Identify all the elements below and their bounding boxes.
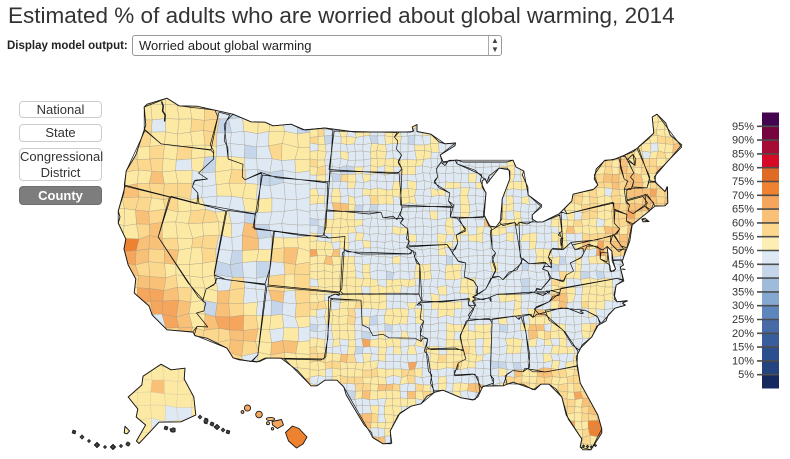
svg-text:30%: 30% (732, 300, 754, 312)
svg-text:35%: 35% (732, 286, 754, 298)
svg-text:50%: 50% (732, 245, 754, 257)
svg-text:65%: 65% (732, 204, 754, 216)
svg-text:40%: 40% (732, 273, 754, 285)
svg-text:70%: 70% (732, 190, 754, 202)
svg-text:15%: 15% (732, 342, 754, 354)
svg-text:45%: 45% (732, 259, 754, 271)
svg-text:20%: 20% (732, 328, 754, 340)
svg-text:80%: 80% (732, 162, 754, 174)
svg-text:10%: 10% (732, 355, 754, 367)
svg-text:90%: 90% (732, 135, 754, 147)
svg-text:75%: 75% (732, 176, 754, 188)
svg-text:5%: 5% (738, 369, 754, 381)
svg-text:55%: 55% (732, 231, 754, 243)
svg-text:85%: 85% (732, 148, 754, 160)
svg-text:25%: 25% (732, 314, 754, 326)
svg-text:95%: 95% (732, 121, 754, 133)
svg-text:60%: 60% (732, 217, 754, 229)
